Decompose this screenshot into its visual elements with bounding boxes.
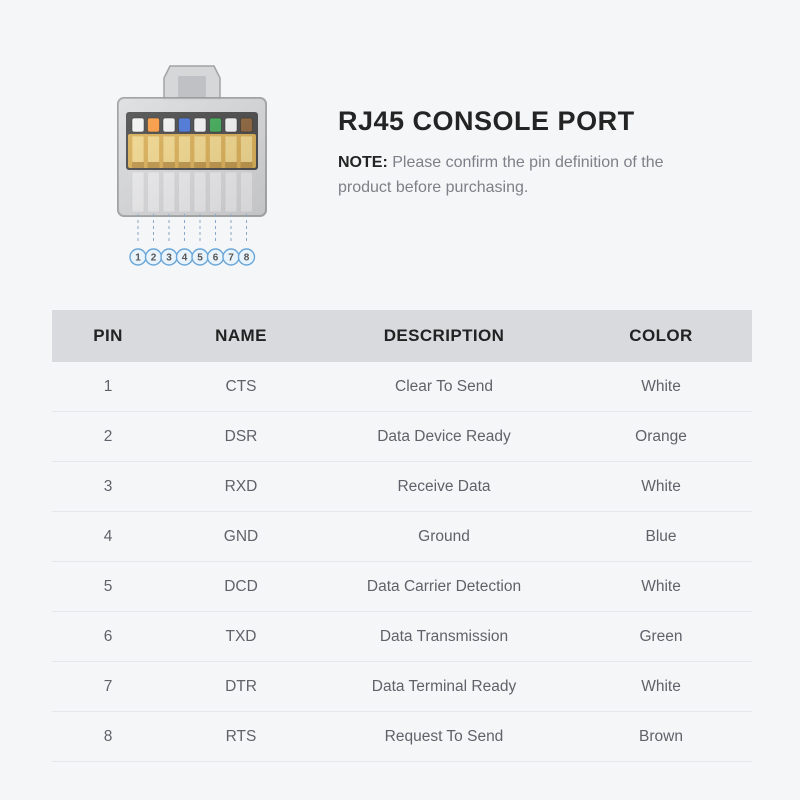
note-body: Please confirm the pin definition of the… (338, 154, 664, 196)
table-cell: CTS (164, 378, 318, 396)
svg-text:2: 2 (151, 253, 157, 264)
table-cell: 6 (52, 628, 164, 646)
table-cell: 4 (52, 528, 164, 546)
table-cell: Data Carrier Detection (318, 578, 570, 596)
table-cell: White (570, 578, 752, 596)
svg-text:1: 1 (135, 253, 141, 264)
table-cell: Ground (318, 528, 570, 546)
table-cell: TXD (164, 628, 318, 646)
table-header-row: PIN NAME DESCRIPTION COLOR (52, 310, 752, 362)
svg-text:6: 6 (213, 253, 219, 264)
table-cell: White (570, 678, 752, 696)
th-color: COLOR (570, 326, 752, 346)
table-cell: 3 (52, 478, 164, 496)
table-cell: Clear To Send (318, 378, 570, 396)
table-cell: DCD (164, 578, 318, 596)
table-row: 2DSRData Device ReadyOrange (52, 412, 752, 462)
table-cell: RXD (164, 478, 318, 496)
svg-text:4: 4 (182, 253, 188, 264)
svg-text:3: 3 (166, 253, 172, 264)
page-title: RJ45 CONSOLE PORT (338, 106, 752, 137)
table-cell: White (570, 378, 752, 396)
th-desc: DESCRIPTION (318, 326, 570, 346)
table-row: 7DTRData Terminal ReadyWhite (52, 662, 752, 712)
table-cell: DTR (164, 678, 318, 696)
table-cell: Green (570, 628, 752, 646)
table-cell: 8 (52, 728, 164, 746)
svg-text:8: 8 (244, 253, 250, 264)
header: 12345678 RJ45 CONSOLE PORT NOTE: Please … (0, 0, 800, 310)
table-cell: RTS (164, 728, 318, 746)
table-cell: Data Terminal Ready (318, 678, 570, 696)
table-cell: Request To Send (318, 728, 570, 746)
table-cell: Orange (570, 428, 752, 446)
table-row: 4GNDGroundBlue (52, 512, 752, 562)
title-block: RJ45 CONSOLE PORT NOTE: Please confirm t… (338, 62, 752, 201)
table-cell: 1 (52, 378, 164, 396)
rj45-connector-diagram: 12345678 (92, 62, 292, 282)
table-body: 1CTSClear To SendWhite2DSRData Device Re… (52, 362, 752, 762)
pinout-table: PIN NAME DESCRIPTION COLOR 1CTSClear To … (52, 310, 752, 762)
table-cell: Receive Data (318, 478, 570, 496)
table-row: 6TXDData TransmissionGreen (52, 612, 752, 662)
table-cell: GND (164, 528, 318, 546)
table-cell: DSR (164, 428, 318, 446)
connector-svg: 12345678 (92, 62, 292, 282)
table-row: 1CTSClear To SendWhite (52, 362, 752, 412)
table-cell: Data Transmission (318, 628, 570, 646)
table-cell: White (570, 478, 752, 496)
table-cell: Brown (570, 728, 752, 746)
table-row: 5DCDData Carrier DetectionWhite (52, 562, 752, 612)
table-row: 8RTSRequest To SendBrown (52, 712, 752, 762)
note-label: NOTE: (338, 154, 388, 171)
table-cell: Data Device Ready (318, 428, 570, 446)
table-cell: Blue (570, 528, 752, 546)
th-pin: PIN (52, 326, 164, 346)
table-cell: 2 (52, 428, 164, 446)
note-text: NOTE: Please confirm the pin definition … (338, 151, 718, 201)
th-name: NAME (164, 326, 318, 346)
svg-text:7: 7 (228, 253, 234, 264)
table-row: 3RXDReceive DataWhite (52, 462, 752, 512)
table-cell: 5 (52, 578, 164, 596)
table-cell: 7 (52, 678, 164, 696)
svg-text:5: 5 (197, 253, 203, 264)
